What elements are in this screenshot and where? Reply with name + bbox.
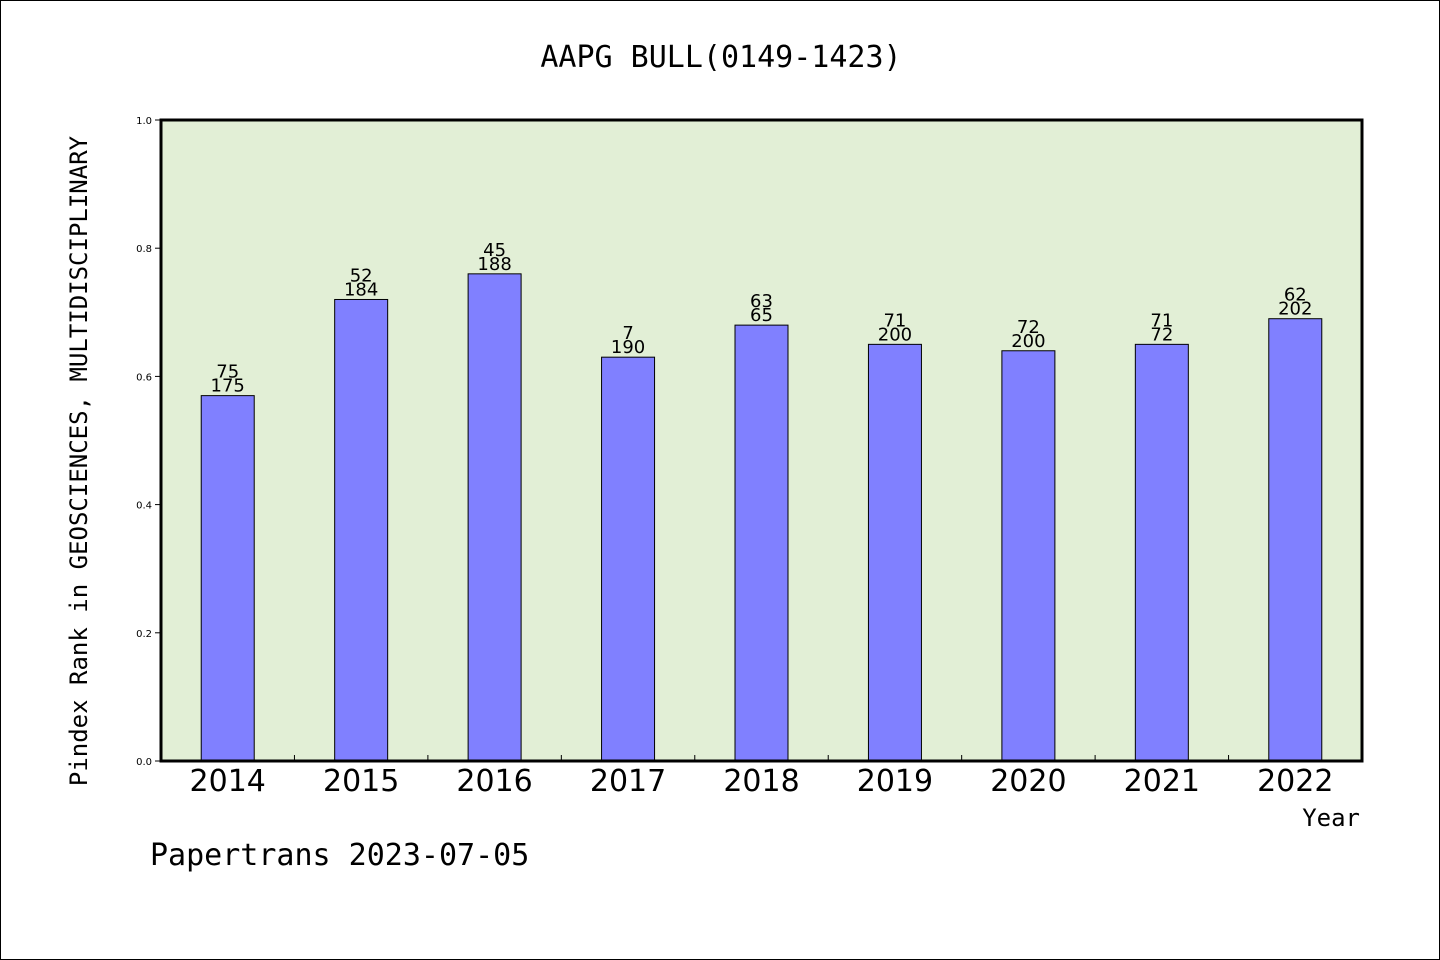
x-tick-label: 2016 (456, 764, 532, 799)
chart-title: AAPG BULL(0149-1423) (540, 40, 901, 75)
bar-label-top: 52 (350, 265, 373, 286)
x-tick-label: 2019 (857, 764, 933, 799)
bar (1001, 350, 1056, 762)
bar-label-bottom: 65 (750, 305, 773, 326)
watermark-text: Papertrans 2023-07-05 (150, 838, 529, 873)
y-tick-label: 0.4 (136, 501, 152, 512)
bar-label-top: 63 (750, 291, 773, 312)
bar-label-bottom: 190 (611, 337, 645, 358)
bar-label-top: 75 (216, 362, 239, 383)
bar (734, 324, 789, 762)
x-tick-label: 2022 (1257, 764, 1333, 799)
bar-label-bottom: 188 (477, 254, 511, 275)
bar-label-top: 71 (883, 310, 906, 331)
bar (334, 298, 389, 762)
y-tick-label: 0.0 (136, 757, 152, 768)
bar-label-top: 45 (483, 240, 506, 261)
bar (467, 273, 522, 762)
bar-label-bottom: 200 (1011, 331, 1045, 352)
bar (601, 356, 656, 762)
y-tick-label: 1.0 (136, 116, 152, 127)
bar-label-bottom: 200 (878, 324, 912, 345)
x-tick-label: 2020 (990, 764, 1066, 799)
bar-label-top: 7 (622, 323, 633, 344)
bar (867, 343, 922, 762)
bar-label-bottom: 175 (211, 376, 245, 397)
y-axis-label: Pindex Rank in GEOSCIENCES, MULTIDISCIPL… (65, 135, 93, 786)
x-tick-label: 2014 (190, 764, 266, 799)
bar (1268, 318, 1323, 762)
x-axis-label: Year (1302, 804, 1360, 832)
bar-label-bottom: 72 (1150, 324, 1173, 345)
bar-label-top: 62 (1284, 285, 1307, 306)
y-tick-label: 0.2 (136, 629, 152, 640)
x-tick-label: 2021 (1124, 764, 1200, 799)
y-tick-label: 0.6 (136, 372, 152, 383)
bar (200, 395, 255, 762)
x-tick-label: 2017 (590, 764, 666, 799)
plot-border (159, 118, 1364, 763)
bar-label-top: 72 (1017, 317, 1040, 338)
y-tick-label: 0.8 (136, 244, 152, 255)
bar-label-top: 71 (1150, 310, 1173, 331)
x-tick-label: 2015 (323, 764, 399, 799)
bar-label-bottom: 202 (1278, 299, 1312, 320)
bar-label-bottom: 184 (344, 279, 378, 300)
bar (1134, 343, 1189, 762)
x-tick-label: 2018 (723, 764, 799, 799)
